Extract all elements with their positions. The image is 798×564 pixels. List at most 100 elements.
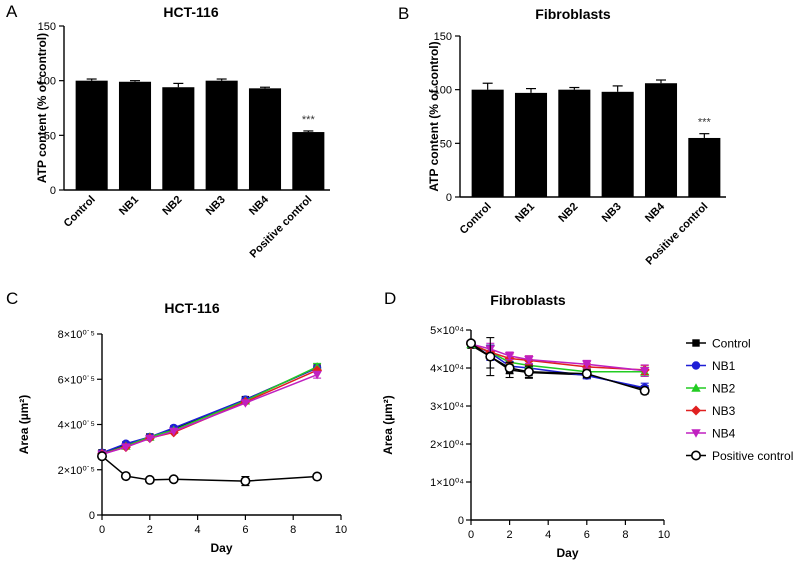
data-point	[240, 399, 251, 408]
y-tick-label: 2×10⁰⁴	[430, 439, 464, 451]
y-tick-label: 150	[38, 21, 56, 33]
legend-item: NB3	[686, 404, 736, 418]
bar	[118, 81, 152, 190]
data-point	[144, 474, 155, 485]
bar	[644, 83, 678, 197]
x-tick-label: 8	[622, 529, 628, 541]
data-point	[581, 368, 592, 379]
line-chart-d: D Fibroblasts 0 1×10⁰⁴ 2×10⁰⁴ 3×10⁰⁴ 4×10⁰⁴ 5×1…	[381, 289, 670, 560]
data-point	[121, 443, 131, 452]
data-point	[485, 351, 496, 362]
series-line	[101, 455, 318, 482]
legend-label: NB2	[712, 382, 736, 396]
x-tick-label: 4	[195, 524, 201, 536]
series-line	[470, 343, 645, 372]
x-tick-label: 4	[545, 529, 551, 541]
y-tick-label: 4×10⁰˙⁵	[58, 420, 95, 432]
legend-label: NB1	[712, 359, 736, 373]
bar	[292, 132, 325, 190]
data-point	[240, 476, 251, 487]
legend-marker	[691, 361, 701, 370]
legend-label: Control	[712, 337, 751, 351]
chart-title: Fibroblasts	[490, 292, 566, 308]
panel-letter: C	[6, 289, 18, 308]
legend-label: NB4	[712, 427, 736, 441]
y-axis-label: Area (µm²)	[17, 395, 31, 455]
x-tick-label: 8	[290, 524, 296, 536]
x-axis-label: Day	[556, 546, 578, 560]
y-tick-label: 1×10⁰⁴	[430, 477, 464, 489]
legend-item: NB1	[686, 359, 736, 373]
series-nb2	[97, 362, 322, 458]
y-tick-label: 6×10⁰˙⁵	[58, 374, 95, 386]
y-tick-label: 50	[440, 138, 452, 150]
chart-title: HCT-116	[164, 300, 219, 316]
y-tick-label: 50	[44, 130, 56, 142]
significance-annotation: ***	[302, 114, 316, 126]
data-point	[504, 362, 515, 373]
y-axis-label: Area (µm²)	[381, 395, 395, 455]
data-point	[524, 355, 534, 365]
bar	[248, 88, 282, 190]
category-label: NB2	[160, 194, 184, 218]
category-label: Control	[62, 194, 98, 230]
data-point	[639, 385, 650, 396]
bar	[205, 80, 238, 190]
bar	[514, 92, 548, 197]
panel-letter: D	[384, 289, 396, 308]
y-tick-label: 100	[38, 76, 56, 88]
data-point	[312, 371, 322, 380]
legend-item: NB4	[686, 427, 736, 441]
category-label: NB4	[247, 193, 272, 218]
y-tick-label: 0	[50, 185, 56, 197]
category-label: Control	[458, 201, 494, 237]
panel-letter: A	[6, 2, 18, 21]
x-tick-label: 10	[335, 524, 347, 536]
line-chart-c: C HCT-116 0 2×10⁰˙⁵ 4×10⁰˙⁵ 6×10⁰˙⁵ 8×10⁰˙⁵ 0 2 4…	[6, 289, 347, 555]
series-line	[101, 367, 318, 454]
panel-letter: B	[398, 4, 409, 23]
legend-label: Positive control	[712, 449, 793, 463]
data-point	[523, 366, 534, 377]
legend: Control NB1 NB2 NB3 NB4 Positive control	[686, 337, 793, 463]
y-axis-label: ATP content (% of control)	[35, 33, 49, 183]
y-tick-label: 0	[458, 515, 464, 527]
category-label: NB1	[117, 194, 141, 218]
data-point	[312, 471, 323, 482]
category-label: NB1	[513, 201, 537, 225]
data-point	[169, 427, 179, 436]
series-line	[101, 374, 318, 456]
x-tick-label: 6	[584, 529, 590, 541]
series-positive-control	[97, 451, 323, 487]
y-tick-label: 4×10⁰⁴	[430, 363, 464, 375]
y-tick-label: 100	[434, 85, 452, 97]
series-control	[467, 341, 649, 393]
category-label: NB3	[600, 201, 624, 225]
x-tick-label: 10	[658, 529, 670, 541]
legend-item: Positive control	[686, 449, 793, 463]
x-axis-label: Day	[210, 541, 232, 555]
legend-item: NB2	[686, 382, 736, 396]
legend-marker	[690, 450, 701, 461]
legend-marker	[692, 339, 700, 347]
legend-label: NB3	[712, 404, 736, 418]
data-point	[97, 451, 108, 462]
x-tick-label: 0	[99, 524, 105, 536]
y-tick-label: 150	[434, 31, 452, 43]
data-point	[504, 352, 515, 361]
bar	[688, 137, 721, 197]
significance-annotation: ***	[698, 117, 712, 129]
data-point	[145, 434, 155, 444]
series-positive-control	[465, 337, 650, 396]
chart-title: HCT-116	[163, 4, 218, 20]
data-point	[582, 360, 592, 369]
x-tick-label: 2	[507, 529, 513, 541]
x-tick-label: 2	[147, 524, 153, 536]
legend-item: Control	[686, 337, 751, 351]
y-axis-label: ATP content (% of control)	[427, 41, 441, 191]
category-label: NB2	[556, 201, 580, 225]
y-tick-label: 2×10⁰˙⁵	[58, 465, 95, 477]
